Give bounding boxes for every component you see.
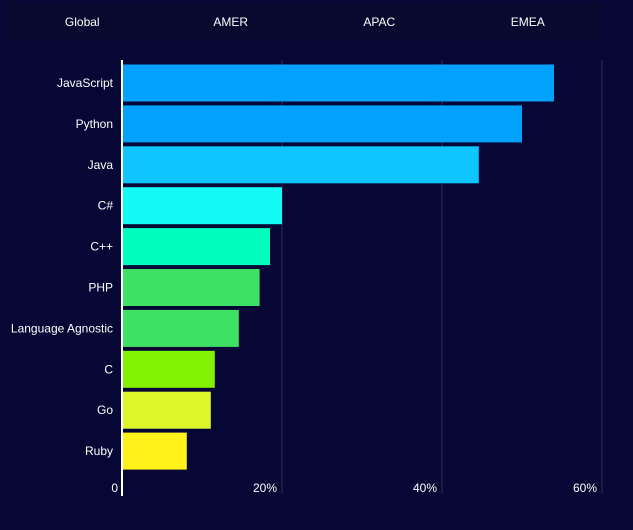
bars <box>123 64 554 470</box>
x-tick-label: 0 <box>111 481 118 495</box>
tab-emea[interactable]: EMEA <box>510 14 545 29</box>
category-label: Ruby <box>85 444 113 458</box>
tab-apac[interactable]: APAC <box>363 14 396 29</box>
category-label: Go <box>97 403 113 417</box>
category-label: C++ <box>90 240 113 254</box>
category-label: Language Agnostic <box>11 321 113 335</box>
category-label: C <box>104 362 113 376</box>
bar-c[interactable] <box>123 350 215 388</box>
x-tick-label: 20% <box>253 481 277 495</box>
x-tick-label: 40% <box>413 481 437 495</box>
x-tick-labels: 0 20% 40% 60% <box>111 481 597 495</box>
bar-python[interactable] <box>123 105 522 143</box>
category-label: Java <box>88 158 114 172</box>
category-label: C# <box>98 199 114 213</box>
bar-ruby[interactable] <box>123 432 187 470</box>
x-tick-label: 60% <box>573 481 597 495</box>
region-tab-bar: Global AMER APAC EMEA <box>8 3 602 40</box>
bar-c-[interactable] <box>123 228 270 266</box>
bar-java[interactable] <box>123 146 479 184</box>
bar-php[interactable] <box>123 269 260 306</box>
tab-global[interactable]: Global <box>64 14 100 29</box>
category-label: Python <box>76 117 113 131</box>
category-label: JavaScript <box>57 76 114 90</box>
bar-language-agnostic[interactable] <box>123 309 239 347</box>
category-label: PHP <box>88 281 113 295</box>
bar-javascript[interactable] <box>123 64 554 102</box>
tab-amer[interactable]: AMER <box>213 14 249 29</box>
bar-c-[interactable] <box>123 187 282 225</box>
category-labels: JavaScript Python Java C# C++ PHP Language Agn… <box>11 76 114 458</box>
bar-go[interactable] <box>123 391 211 429</box>
